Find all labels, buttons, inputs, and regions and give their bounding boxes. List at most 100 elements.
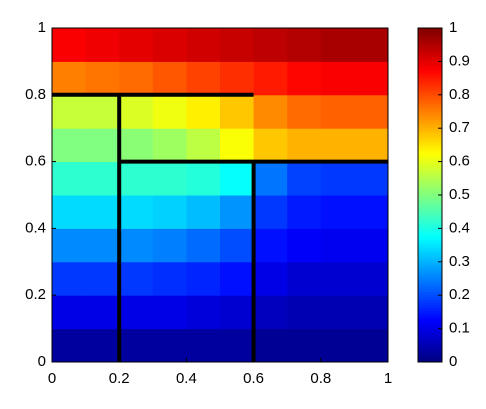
colorbar-swatch [418,208,442,212]
colorbar-swatch [418,187,442,191]
heatmap-cell [320,295,355,330]
heatmap-cell [119,128,154,163]
colorbar-swatch [418,312,442,316]
heatmap-cell [186,195,221,229]
colorbar-swatch [418,67,442,71]
heatmap-cell [152,94,187,129]
colorbar-swatch [418,82,442,86]
heatmap-cell [220,295,255,330]
colorbar-swatch [418,90,442,94]
colorbar-swatch [418,69,442,73]
colorbar-swatch [418,252,442,256]
heatmap-cell [152,228,187,263]
colorbar-tick-label: 0.9 [449,52,470,69]
colorbar-swatch [418,221,442,225]
colorbar-tick-label: 0.8 [449,86,470,103]
colorbar-tick-label: 0.5 [449,186,470,203]
y-tick-label: 0.8 [25,86,46,103]
heatmap-cell [253,28,288,62]
colorbar-swatch [418,119,442,123]
colorbar-swatch [418,192,442,196]
colorbar-swatch [418,286,442,290]
heatmap-cell [320,161,355,196]
heatmap-cell [287,295,322,330]
colorbar-swatch [418,356,442,360]
colorbar-swatch [418,114,442,118]
colorbar-swatch [418,140,442,144]
heatmap-cell [287,261,322,296]
heatmap-cell [85,228,120,263]
colorbar-swatch [418,33,442,37]
heatmap-cell [119,228,154,263]
colorbar-swatch [418,127,442,131]
heatmap-cell [85,128,120,163]
heatmap-cell [52,128,87,163]
heatmap-cell [320,261,355,296]
colorbar-swatch [418,59,442,63]
colorbar-swatch [418,228,442,233]
heatmap-cell [287,228,322,263]
colorbar-swatch [418,205,442,209]
heatmap-cell [287,195,322,229]
colorbar-swatch [418,268,442,272]
colorbar-swatch [418,239,442,243]
heatmap-cell [119,295,154,330]
colorbar-swatch [418,132,442,136]
heatmap-cell [186,128,221,163]
heatmap-cell [186,94,221,129]
colorbar-swatch [418,93,442,97]
colorbar-tick-label: 1 [449,19,457,36]
x-tick-label: 0.8 [310,370,331,387]
colorbar-tick-label: 0.6 [449,153,470,170]
colorbar-swatch [418,301,442,306]
colorbar-swatch [418,95,442,99]
colorbar-swatch [418,88,442,92]
heatmap-cell [186,28,221,62]
colorbar-swatch [418,184,442,188]
colorbar-swatch [418,294,442,298]
colorbar-swatch [418,145,442,149]
heatmap-cell [320,28,355,62]
colorbar-swatch [418,215,442,219]
heatmap-cell [186,228,221,263]
heatmap-cell [186,295,221,330]
colorbar-swatch [418,260,442,264]
colorbar-swatch [418,234,442,238]
colorbar-swatch [418,56,442,60]
heatmap-cell [287,128,322,163]
colorbar-swatch [418,189,442,193]
colorbar-swatch [418,281,442,285]
colorbar-swatch [418,317,442,321]
colorbar-swatch [418,28,442,32]
colorbar-swatch [418,348,442,353]
colorbar-swatch [418,137,442,141]
colorbar-swatch [418,283,442,287]
colorbar-swatch [418,218,442,222]
colorbar-swatch [418,322,442,326]
colorbar-swatch [418,103,442,107]
heatmap-cell [320,61,355,96]
colorbar-swatch [418,38,442,42]
heatmap-cell [220,228,255,263]
heatmap-cell [52,94,87,129]
heatmap-cell [152,128,187,163]
colorbar-swatch [418,307,442,311]
colorbar-swatch [418,174,442,178]
heatmap-cell [119,61,154,96]
colorbar-tick-label: 0.1 [449,320,470,337]
y-tick-label: 0.4 [25,219,46,236]
colorbar-swatch [418,166,442,170]
colorbar-swatch [418,346,442,350]
heatmap-cell [253,195,288,229]
heatmap-cell [354,228,389,263]
heatmap-cell [220,94,255,129]
colorbar-swatch [418,176,442,180]
heatmap-cell [85,61,120,96]
heatmap-cell [52,295,87,330]
colorbar-swatch [418,98,442,102]
colorbar-swatch [418,197,442,201]
colorbar-swatch [418,158,442,162]
heatmap-cell [253,128,288,163]
heatmap-cell [52,228,87,263]
